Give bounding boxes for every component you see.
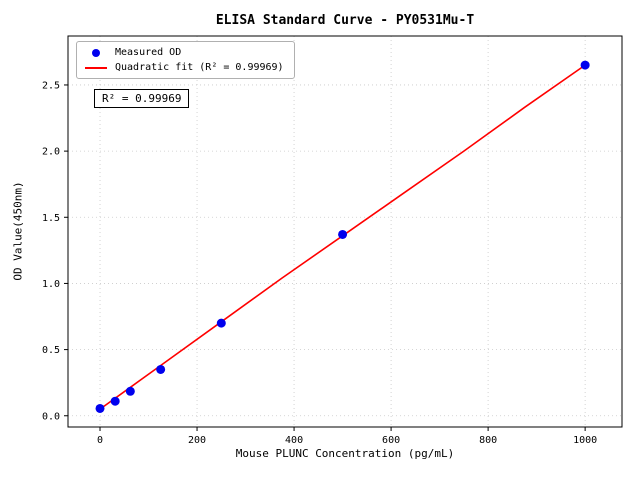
x-tick-label: 0 [97,435,103,446]
y-tick-label: 2.0 [42,147,60,158]
x-tick-label: 800 [479,435,497,446]
data-point [216,318,226,328]
data-point [95,403,105,413]
legend-label-quadratic-fit: Quadratic fit (R² = 0.99969) [115,62,284,73]
legend-item-quadratic-fit: Quadratic fit (R² = 0.99969) [85,62,284,73]
data-point [338,229,348,239]
scatter-marker-icon [92,48,100,57]
data-point [156,364,166,374]
y-tick-label: 1.5 [42,213,60,224]
y-tick-label: 1.0 [42,279,60,290]
legend-label-measured-od: Measured OD [115,47,182,58]
legend: Measured OD Quadratic fit (R² = 0.99969) [76,41,295,79]
data-point [110,396,120,406]
x-tick-label: 1000 [573,435,597,446]
x-tick-label: 400 [285,435,303,446]
y-tick-label: 0.0 [42,411,60,422]
chart-title: ELISA Standard Curve - PY0531Mu-T [215,13,475,28]
data-point [580,60,590,70]
y-axis-label: OD Value(450nm) [11,181,25,281]
scatter-marker-box [85,48,107,57]
line-marker-icon [85,66,107,69]
x-tick-label: 600 [382,435,400,446]
legend-item-measured-od: Measured OD [85,47,284,58]
x-tick-label: 200 [188,435,206,446]
x-axis-label: Mouse PLUNC Concentration (pg/mL) [235,447,455,460]
r-squared-annotation: R² = 0.99969 [94,89,190,108]
y-tick-label: 0.5 [42,345,60,356]
data-point [125,386,135,396]
line-marker-box [85,66,107,69]
y-tick-label: 2.5 [42,80,60,91]
